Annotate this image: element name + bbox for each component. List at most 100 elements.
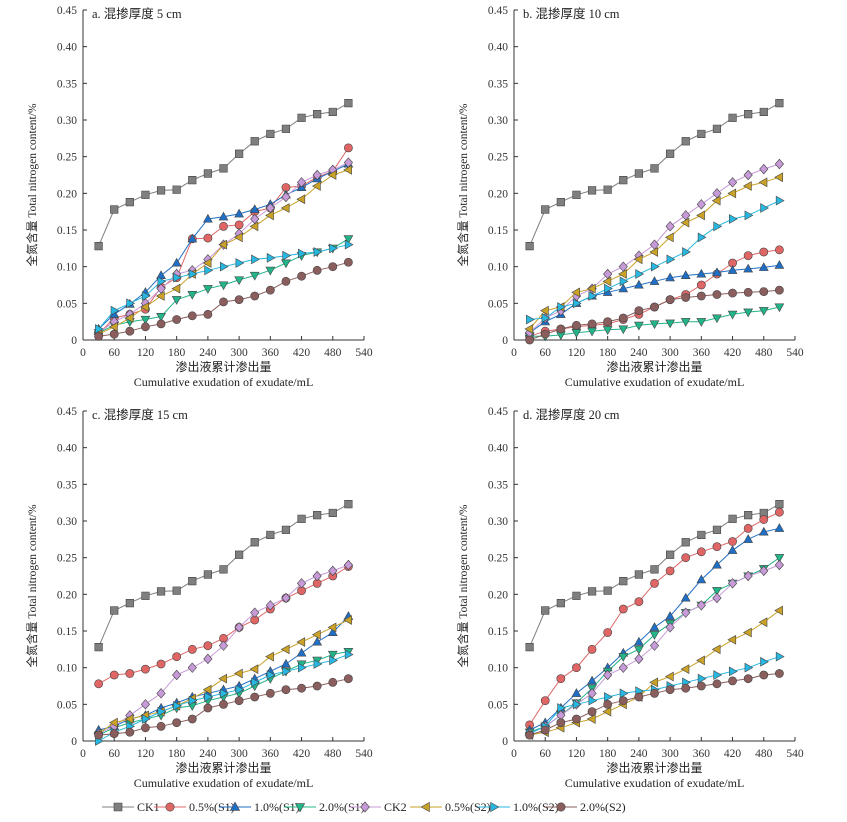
data-point (297, 113, 306, 122)
data-point (233, 232, 243, 243)
data-point (313, 110, 322, 119)
data-point (156, 313, 166, 322)
data-point (603, 185, 612, 194)
data-point (587, 675, 597, 685)
x-tick-label: 120 (137, 347, 155, 359)
data-point (759, 247, 769, 257)
x-axis-label-cn: 渗出液累计渗出量 (606, 359, 702, 374)
data-point (280, 644, 290, 655)
y-tick-label: 0.15 (488, 225, 508, 237)
data-point (172, 586, 181, 595)
y-tick-label: 0.05 (57, 699, 77, 711)
data-point (203, 169, 212, 178)
data-point (711, 195, 721, 206)
x-tick-label: 120 (568, 748, 586, 760)
data-point (327, 650, 338, 660)
data-point (172, 315, 182, 324)
data-point (141, 291, 151, 301)
data-point (188, 577, 197, 586)
data-point (774, 559, 784, 571)
data-point (774, 245, 784, 255)
data-point (187, 662, 197, 673)
data-point (297, 514, 306, 523)
data-point (759, 107, 768, 117)
x-tick-label: 480 (324, 748, 342, 760)
y-tick-label: 0.25 (57, 553, 77, 565)
data-point (234, 276, 244, 286)
data-point (343, 615, 352, 625)
y-axis-label: 全氮含量 Total nitrogen content/% (25, 103, 39, 266)
data-point (571, 287, 580, 298)
data-point (556, 324, 566, 334)
data-point (696, 210, 705, 221)
data-point (235, 550, 244, 559)
data-point (666, 254, 676, 265)
data-point (140, 315, 151, 325)
data-point (774, 554, 785, 563)
y-axis-label: 全氮含量 Total nitrogen content/% (456, 504, 470, 667)
panel-2: 0 0.05 0.10 0.15 0.20 0.25 0.30 0.35 0.40 0.45 0 60… (456, 5, 804, 389)
data-point (203, 703, 213, 713)
data-point (329, 243, 338, 254)
data-point (296, 647, 307, 657)
data-point (219, 699, 228, 709)
data-point (774, 669, 784, 678)
data-point (157, 276, 167, 287)
data-point (156, 587, 166, 596)
y-tick-label: 0.10 (488, 262, 508, 274)
y-tick-label: 0.45 (57, 406, 77, 418)
legend-label: 1.0%(S2) (513, 800, 559, 814)
data-point (681, 683, 691, 693)
data-point (712, 592, 722, 604)
data-point (603, 586, 612, 595)
data-point (344, 500, 353, 509)
data-point (218, 211, 229, 221)
data-point (744, 210, 754, 221)
data-point (556, 674, 566, 684)
data-point (125, 326, 135, 336)
data-point (171, 257, 182, 267)
data-point (634, 279, 644, 289)
data-point (312, 265, 322, 275)
data-point (603, 628, 613, 637)
legend-label: 2.0%(S1) (319, 800, 365, 814)
data-point (313, 659, 323, 669)
data-point (249, 204, 260, 213)
data-point (744, 110, 753, 119)
data-point (775, 500, 784, 509)
data-point (172, 718, 182, 728)
data-point (713, 221, 723, 232)
data-point (203, 213, 213, 223)
x-tick-label: 180 (168, 748, 186, 760)
series-2-0-s2 (525, 285, 784, 345)
data-point (775, 99, 784, 108)
y-tick-label: 0.25 (57, 152, 77, 164)
data-point (156, 186, 166, 195)
series-2-0-s2 (94, 257, 353, 341)
data-point (251, 677, 260, 688)
data-point (234, 622, 244, 633)
data-point (203, 570, 212, 579)
data-point (743, 263, 754, 273)
data-point (249, 221, 259, 232)
data-point (235, 149, 244, 158)
series-ck2 (525, 559, 784, 739)
data-point (680, 217, 690, 228)
x-tick-label: 60 (539, 347, 551, 359)
data-point (618, 604, 628, 614)
data-point (649, 276, 660, 285)
y-tick-label: 0.10 (57, 262, 77, 274)
data-point (712, 124, 722, 133)
data-point (328, 565, 338, 577)
data-point (650, 688, 659, 698)
y-tick-label: 0.40 (57, 42, 77, 54)
panel-title: b. 混掺厚度 10 cm (523, 6, 620, 21)
y-tick-label: 0.40 (57, 443, 77, 455)
data-point (572, 190, 581, 199)
data-point (712, 290, 722, 299)
x-tick-label: 300 (230, 748, 248, 760)
data-point (649, 320, 660, 330)
data-point (266, 530, 275, 540)
data-point (634, 597, 644, 607)
x-tick-label: 240 (199, 347, 217, 359)
